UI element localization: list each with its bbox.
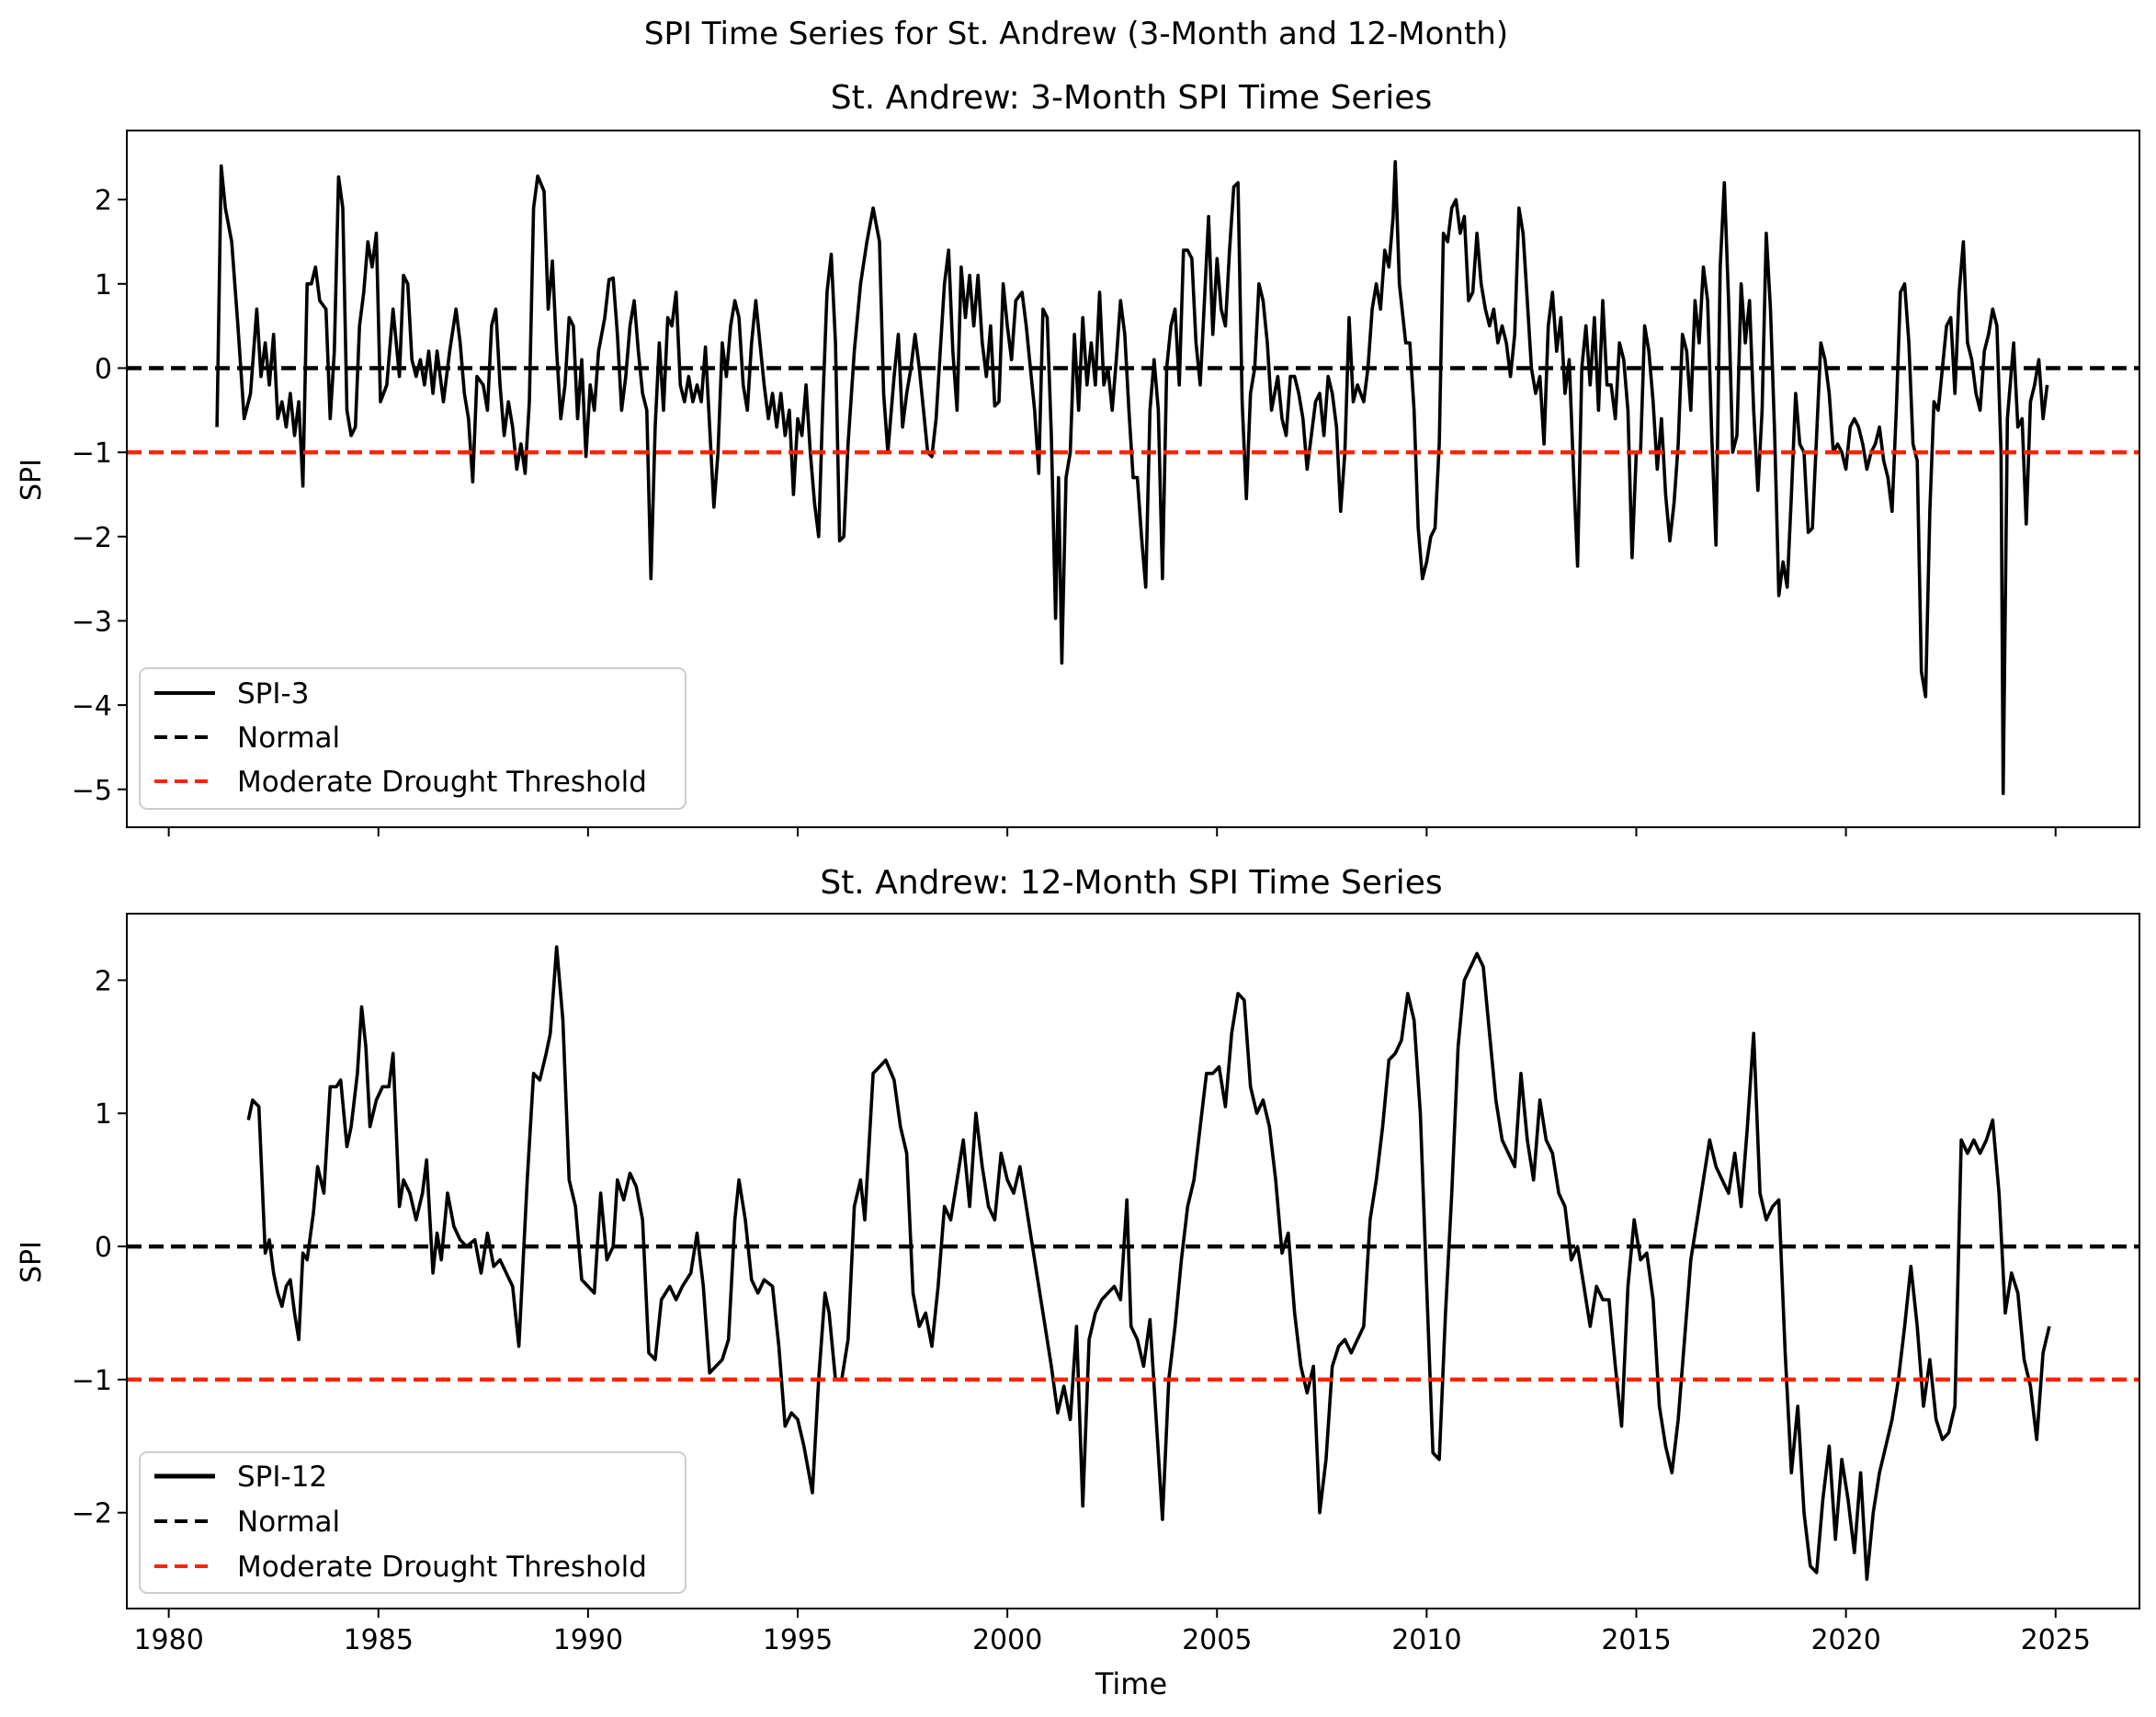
spi3-legend: [139, 667, 687, 810]
spi12-ytick-label: −2: [72, 1498, 112, 1530]
figure-suptitle: SPI Time Series for St. Andrew (3-Month …: [644, 16, 1508, 52]
x-axis-label: Time: [1095, 1666, 1167, 1701]
spi12-ytick-label: 1: [95, 1098, 112, 1131]
spi12-ytick-label: −1: [72, 1365, 112, 1397]
spi12-legend-label-normal: Normal: [237, 1506, 340, 1539]
spi12-xtick-label: 1995: [763, 1624, 833, 1656]
spi3-axes-frame: [126, 130, 2140, 828]
spi3-series-line: [215, 160, 2049, 796]
spi3-legend-label-series: SPI-3: [237, 677, 309, 711]
spi3-ytick-label: 1: [95, 269, 112, 301]
spi3-panel-title: St. Andrew: 3-Month SPI Time Series: [831, 79, 1432, 117]
spi3-ytick-label: −4: [72, 690, 112, 722]
spi12-panel: St. Andrew: 12-Month SPI Time Series SPI…: [16, 864, 2140, 1701]
spi3-ytick-label: −5: [72, 775, 112, 807]
spi12-series-line: [246, 945, 2051, 1581]
spi3-panel: St. Andrew: 3-Month SPI Time Series SPI …: [16, 79, 2140, 836]
spi12-plot-area: [127, 945, 2139, 1581]
spi3-legend-label-normal: Normal: [237, 722, 340, 755]
spi3-plot-area: [127, 160, 2139, 796]
spi12-xtick-label: 2015: [1601, 1624, 1671, 1656]
spi3-ytick-label: 2: [95, 185, 112, 217]
spi12-legend-label-drought: Moderate Drought Threshold: [237, 1551, 647, 1584]
spi3-legend-label-drought: Moderate Drought Threshold: [237, 766, 647, 799]
spi12-xtick-label: 2005: [1182, 1624, 1252, 1656]
spi12-axes-frame: [126, 913, 2140, 1609]
spi12-panel-title: St. Andrew: 12-Month SPI Time Series: [820, 864, 1442, 902]
spi12-xtick-label: 2020: [1810, 1624, 1880, 1656]
spi12-ytick-label: 0: [95, 1232, 112, 1264]
spi12-y-axis-label: SPI: [16, 1241, 48, 1283]
spi3-ytick-label: −1: [72, 438, 112, 470]
spi12-ytick-label: 2: [95, 965, 112, 997]
spi12-legend-label-series: SPI-12: [237, 1461, 327, 1494]
spi3-ytick-label: 0: [95, 353, 112, 385]
spi12-xtick-label: 2010: [1391, 1624, 1461, 1656]
spi3-ytick-label: −2: [72, 522, 112, 554]
spi3-ytick-label: −3: [72, 606, 112, 638]
spi12-xtick-label: 1985: [344, 1624, 414, 1656]
spi3-y-axis-label: SPI: [16, 459, 48, 501]
spi12-xtick-label: 2000: [972, 1624, 1042, 1656]
spi12-xtick-label: 1990: [553, 1624, 623, 1656]
spi12-legend: [139, 1451, 687, 1594]
spi12-xtick-label: 1980: [133, 1624, 203, 1656]
spi12-xtick-label: 2025: [2021, 1624, 2091, 1656]
